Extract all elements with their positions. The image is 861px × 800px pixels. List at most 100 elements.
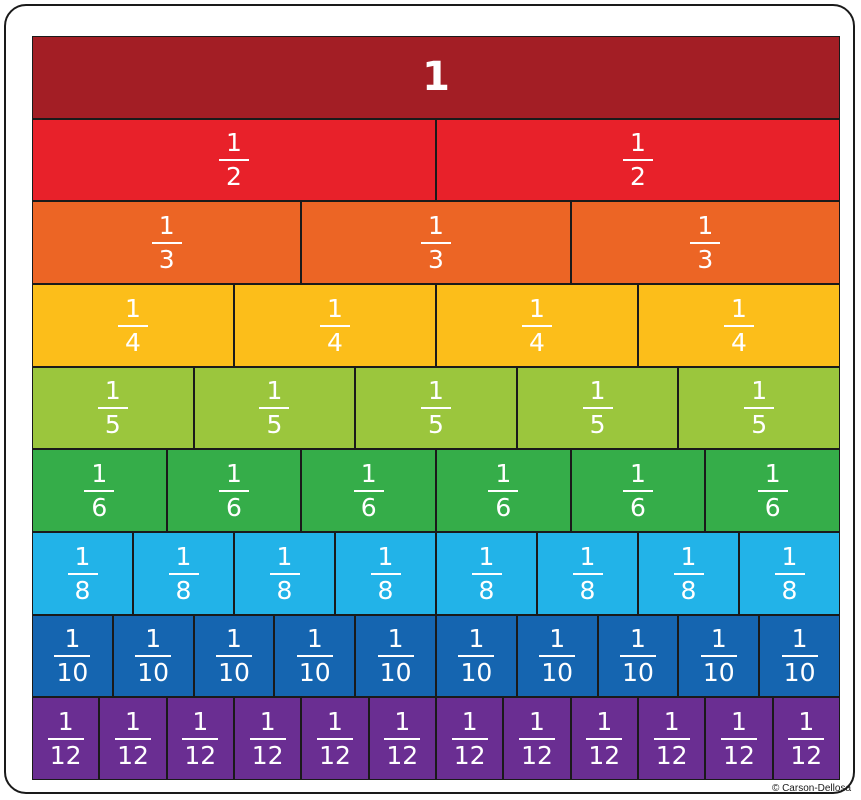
- fraction-bar: [420, 242, 451, 245]
- numerator: 1: [327, 293, 343, 323]
- numerator: 1: [104, 376, 121, 406]
- numerator: 1: [731, 707, 747, 737]
- fraction-bar: [47, 738, 84, 741]
- numerator: 1: [91, 459, 108, 489]
- denominator: 10: [298, 658, 331, 688]
- denominator: 10: [460, 658, 493, 688]
- fraction-bar: [788, 738, 825, 741]
- fraction-label: 1 10: [135, 626, 172, 685]
- numerator: 1: [630, 624, 646, 654]
- fraction-bar: [67, 572, 98, 575]
- denominator: 10: [702, 658, 735, 688]
- numerator: 1: [781, 541, 798, 571]
- fraction-label: 1 10: [458, 626, 495, 688]
- numerator: 1: [798, 707, 815, 737]
- fraction-row-12: 1 12 1 12 1 12 1 12 1 12 1 12 1 12 1 12 1 12 1 12 1 12 1 12: [32, 697, 840, 780]
- numerator: 1: [549, 624, 566, 654]
- denominator: 6: [226, 493, 242, 523]
- numerator: 1: [158, 211, 175, 241]
- denominator: 12: [588, 741, 621, 771]
- fraction-label: 1 10: [781, 626, 818, 685]
- numerator: 1: [529, 293, 545, 323]
- fraction-label: 1 12: [720, 707, 757, 768]
- denominator: 12: [117, 741, 149, 771]
- fraction-bar: [781, 655, 818, 658]
- numerator: 1: [276, 541, 293, 571]
- denominator: 2: [226, 162, 242, 192]
- denominator: 12: [453, 741, 486, 771]
- fraction-piece: 1 10: [678, 614, 760, 698]
- fraction-row-10: 1 10 1 10 1 10 1 10 1 10 1 10 1 10 1 10 1 10 1 10: [32, 614, 840, 698]
- fraction-piece: 1 12: [166, 697, 234, 780]
- fraction-piece: 1 12: [436, 697, 504, 780]
- denominator: 10: [541, 658, 574, 688]
- fraction-piece: 1 10: [112, 614, 194, 698]
- denominator: 8: [579, 575, 596, 605]
- numerator: 1: [64, 624, 81, 654]
- fraction-bar: [316, 738, 353, 741]
- fraction-piece: 1 10: [274, 614, 356, 698]
- fraction-label: 1 10: [215, 624, 252, 688]
- numerator: 1: [529, 707, 545, 737]
- fraction-piece: 1 12: [772, 697, 840, 780]
- denominator: 10: [622, 658, 654, 688]
- denominator: 5: [428, 410, 444, 440]
- denominator: 4: [529, 327, 545, 357]
- fraction-row-1: 1: [32, 36, 840, 119]
- fraction-bar: [619, 655, 656, 658]
- fraction-label: 1 12: [182, 709, 219, 768]
- numerator: 1: [461, 707, 478, 737]
- denominator: 8: [175, 575, 192, 605]
- fraction-label: 1 10: [377, 626, 414, 688]
- denominator: 10: [56, 658, 89, 688]
- denominator: 8: [276, 575, 293, 605]
- fraction-bar: [451, 738, 488, 741]
- fraction-label: 1 12: [586, 709, 623, 771]
- fraction-bar: [54, 655, 91, 658]
- fraction-label: 1 12: [518, 707, 555, 768]
- fraction-bar: [586, 738, 623, 741]
- denominator: 3: [428, 245, 444, 275]
- numerator: 1: [579, 541, 596, 571]
- fraction-bar: [720, 738, 757, 741]
- fraction-label: 1 12: [316, 709, 353, 768]
- fraction-piece: 1 10: [516, 614, 598, 698]
- numerator: 1: [495, 459, 512, 489]
- fraction-bar: [114, 738, 151, 741]
- fraction-bar: [97, 407, 128, 410]
- denominator: 6: [360, 493, 377, 523]
- fraction-bar: [724, 324, 754, 327]
- denominator: 4: [327, 327, 343, 357]
- fraction-bar: [320, 324, 350, 327]
- denominator: 10: [218, 658, 250, 688]
- numerator: 1: [226, 624, 242, 654]
- denominator: 10: [379, 658, 412, 688]
- fraction-bar: [269, 572, 300, 575]
- fraction-bar: [370, 572, 401, 575]
- fraction-label: 1 10: [296, 626, 333, 688]
